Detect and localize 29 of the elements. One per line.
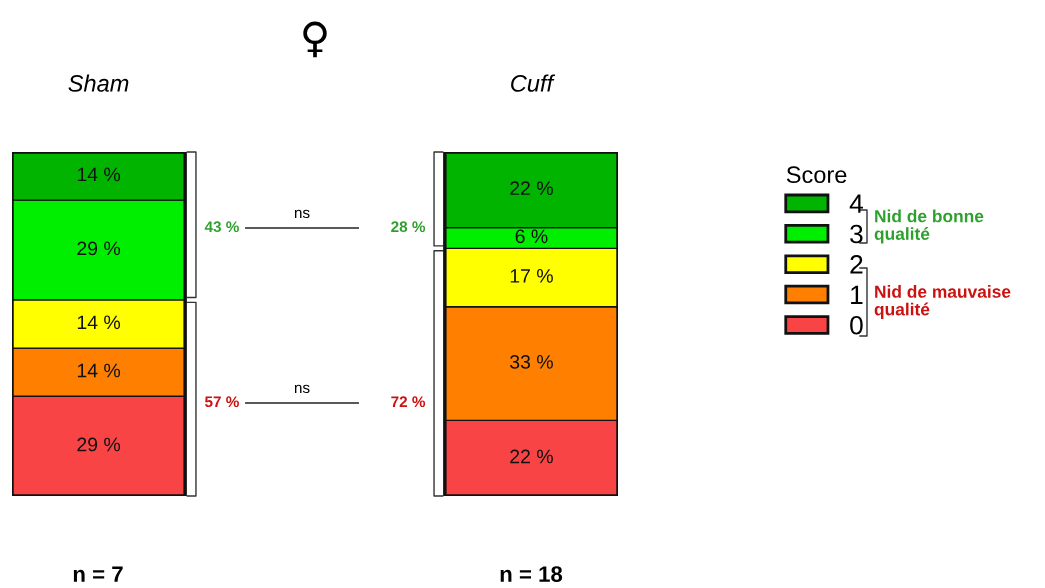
annotation: ns <box>294 384 310 394</box>
chart-title: ♀ <box>303 21 327 58</box>
legend-label: 3 <box>850 224 863 244</box>
text: Nid de mauvaise qualité <box>874 285 1011 319</box>
data-label: 33 % <box>510 355 553 369</box>
data-label: 29 % <box>77 437 121 452</box>
annotation: 72 % <box>391 396 426 408</box>
annotation: 57 % <box>205 396 239 408</box>
x-tick-label: Cuff <box>511 74 556 92</box>
data-label: 29 % <box>77 241 121 256</box>
legend-title: Score <box>786 166 847 184</box>
annotation: ns <box>294 209 310 219</box>
annotation: 43 % <box>204 221 239 233</box>
data-label: 22 % <box>510 181 553 195</box>
annotation: 28 % <box>391 221 426 233</box>
text: n = 7 <box>73 566 123 582</box>
text: n = 18 <box>500 566 563 582</box>
data-label: 6 % <box>515 229 548 244</box>
text: Nid de bonne qualité <box>874 209 984 244</box>
legend-label: 2 <box>850 255 863 274</box>
data-label: 14 % <box>77 315 121 330</box>
data-label: 17 % <box>510 269 553 283</box>
data-label: 22 % <box>510 449 553 464</box>
data-label: 14 % <box>77 167 121 182</box>
x-tick-label: Sham <box>68 74 129 92</box>
data-label: 14 % <box>77 363 121 378</box>
legend-label: 1 <box>851 285 863 304</box>
legend-label: 4 <box>849 194 863 213</box>
legend-label: 0 <box>850 315 863 335</box>
